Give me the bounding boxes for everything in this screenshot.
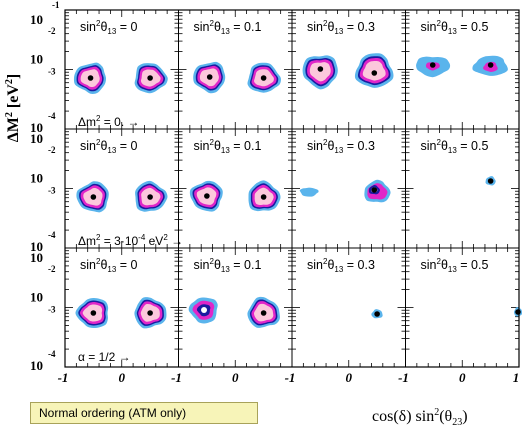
row-annotation: α = 1/2 → <box>78 350 131 364</box>
best-fit-point <box>371 187 378 193</box>
panel-title: sin2θ13 = 0.1 <box>194 19 262 36</box>
panel-title: sin2θ13 = 0.5 <box>421 257 489 274</box>
panel-title: sin2θ13 = 0.3 <box>307 19 375 36</box>
panel-title: sin2θ13 = 0.5 <box>421 138 489 155</box>
y-tick-exponent: -2 <box>48 26 56 36</box>
y-tick-label: 10 <box>30 239 43 254</box>
best-fit-point <box>90 194 97 200</box>
panel-title: sin2θ13 = 0.1 <box>194 138 262 155</box>
y-tick-exponent: -3 <box>48 186 56 196</box>
best-fit-point <box>487 178 494 184</box>
best-fit-point <box>90 310 97 316</box>
corner-exponent: -1 <box>52 0 60 10</box>
y-tick-label: 10 <box>30 290 43 305</box>
x-tick-label: 1 <box>513 370 520 385</box>
y-tick-label: 10 <box>30 120 43 135</box>
best-fit-point-white <box>201 307 208 313</box>
y-tick-exponent: -4 <box>48 230 56 240</box>
panel-title: sin2θ13 = 0.1 <box>194 257 262 274</box>
best-fit-point <box>487 62 494 68</box>
panel-title: sin2θ13 = 0 <box>80 138 138 155</box>
best-fit-point <box>260 75 267 81</box>
best-fit-point <box>260 310 267 316</box>
y-tick-label: 10 <box>30 250 43 265</box>
y-tick-label: 10 <box>30 358 43 373</box>
y-tick-label: 10 <box>30 171 43 186</box>
x-tick-label: 0 <box>232 370 239 385</box>
y-axis-title: ΔM2 [eV2] <box>4 74 22 142</box>
y-tick-label: 10 <box>30 12 43 27</box>
ordering-note: Normal ordering (ATM only) <box>30 402 258 424</box>
panel-title: sin2θ13 = 0 <box>80 19 138 36</box>
x-tick-label: 0 <box>346 370 353 385</box>
best-fit-point <box>147 75 153 81</box>
panel-title: sin2θ13 = 0.3 <box>307 138 375 155</box>
region-outer-light-blue <box>299 187 319 197</box>
panel-title: sin2θ13 = 0 <box>80 257 138 274</box>
row-annotation: Δm2 = 3·10-4 eV2 → <box>78 233 183 248</box>
best-fit-point <box>147 310 153 316</box>
x-tick-label: -1 <box>398 370 409 385</box>
y-tick-exponent: -3 <box>48 67 56 77</box>
best-fit-point <box>317 66 324 72</box>
y-tick-label: 10 <box>30 131 43 146</box>
best-fit-point <box>87 75 94 81</box>
y-tick-exponent: -2 <box>48 145 56 155</box>
best-fit-point <box>204 193 210 199</box>
panel-title: sin2θ13 = 0.3 <box>307 257 375 274</box>
y-tick-exponent: -4 <box>48 111 56 121</box>
best-fit-point <box>147 194 153 200</box>
best-fit-point <box>260 194 267 200</box>
best-fit-point <box>429 62 436 68</box>
x-tick-label: -1 <box>285 370 296 385</box>
y-tick-label: 10 <box>30 52 43 67</box>
best-fit-point <box>371 70 378 76</box>
best-fit-point <box>515 309 521 315</box>
y-tick-exponent: -2 <box>48 264 56 274</box>
y-tick-exponent: -4 <box>48 349 56 359</box>
y-tick-exponent: -3 <box>48 305 56 315</box>
best-fit-point <box>206 74 213 80</box>
chart-labels: sin2θ13 = 0 sin2θ13 = 0.1 sin2θ13 = 0.3 sin… <box>4 0 519 428</box>
x-axis-title: cos(δ) sin2(θ23) <box>372 407 468 428</box>
x-tick-label: 0 <box>119 370 126 385</box>
allowed-regions <box>73 53 522 329</box>
x-tick-label: -1 <box>171 370 182 385</box>
x-tick-label: 0 <box>459 370 466 385</box>
row-annotation: Δm2 = 0. → <box>78 114 140 129</box>
best-fit-point <box>374 311 380 317</box>
panel-frames <box>64 9 520 368</box>
panel-title: sin2θ13 = 0.5 <box>421 19 489 36</box>
x-tick-label: -1 <box>58 370 69 385</box>
